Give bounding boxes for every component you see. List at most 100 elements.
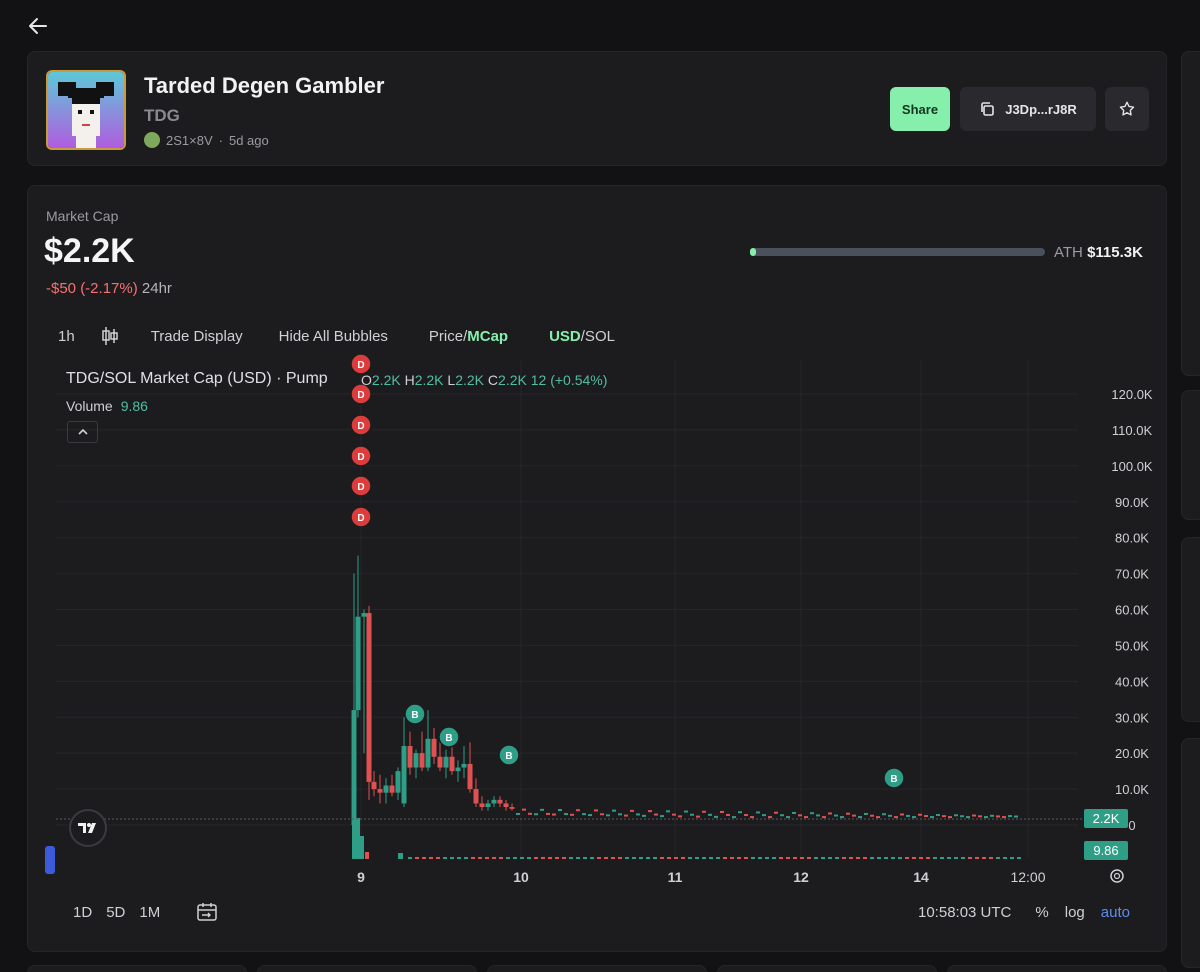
candle-body [672,813,676,816]
range-1d[interactable]: 1D [73,903,93,921]
candle-body [822,816,826,819]
candle-body [858,816,862,819]
volume-bar [415,857,419,859]
settings-icon[interactable] [1110,869,1124,883]
creator-meta: 2S1×8V · 5d ago [144,132,269,148]
volume-bar [835,857,839,859]
ohlc-change: 12 (+0.54%) [530,372,608,388]
auto-toggle[interactable]: auto [1100,904,1130,921]
candle-body [361,613,367,617]
back-arrow-icon[interactable] [26,14,50,38]
candle-body [612,809,616,812]
candle-body [546,812,550,815]
favorite-button[interactable] [1105,87,1149,131]
candle-body [864,812,868,815]
volume-bar [996,857,1000,859]
volume-bar [716,857,720,859]
collapse-legend-button[interactable] [67,421,98,443]
price-mcap-toggle[interactable]: Price/MCap [429,328,508,345]
price-chart[interactable]: 120.0K 110.0K 100.0K 90.0K 80.0K 70.0K 60.0K 50… [28,186,1168,953]
sell-marker-label: D [357,421,364,432]
close-value: 2.2K [498,372,527,388]
candle-body [395,771,401,793]
volume-bar [548,857,552,859]
y-tick-label: 10.0K [1115,782,1149,797]
date-range-icon[interactable] [196,902,218,922]
candle-body [479,803,485,808]
candle-body [588,814,592,817]
low-label: L [447,372,456,388]
volume-bar [471,857,475,859]
low-value: 2.2K [455,372,485,388]
interval-selector[interactable]: 1h [58,327,75,345]
volume-bar [1010,857,1014,859]
y-tick-label: 100.0K [1111,459,1153,474]
candle-body [576,809,580,812]
candle-body [1014,815,1018,818]
candle-body [708,813,712,816]
creator-avatar[interactable] [144,132,160,148]
volume-bar [597,857,601,859]
ath-text: ATH $115.3K [1054,244,1143,261]
volume-bar [562,857,566,859]
separator-dot: · [218,132,223,148]
chart-side-tab[interactable] [45,846,55,874]
volume-bar [800,857,804,859]
candle-body [449,756,455,772]
creator-address[interactable]: 2S1×8V [166,132,213,148]
ath-progress-fill [750,248,756,256]
volume-bar [779,857,783,859]
candle-body [455,767,461,772]
x-tick-label: 11 [668,869,683,885]
chevron-up-icon [77,428,88,435]
trade-display-button[interactable]: Trade Display [150,327,243,345]
candle-body [1008,815,1012,818]
ohlc-legend: O2.2K H2.2K L2.2K C2.2K 12 (+0.54%) [361,372,607,388]
copy-address-button[interactable]: J3Dp...rJ8R [960,87,1096,131]
hide-bubbles-button[interactable]: Hide All Bubbles [278,327,388,345]
candle-body [696,815,700,818]
log-toggle[interactable]: log [1064,904,1085,921]
range-1m[interactable]: 1M [139,903,161,921]
range-5d[interactable]: 5D [106,903,126,921]
volume-bar [436,857,440,859]
candle-body [900,813,904,816]
candle-body [509,807,515,809]
volume-bar [646,857,650,859]
share-button[interactable]: Share [890,87,950,131]
volume-bar [898,857,902,859]
candle-body [355,616,361,711]
buy-marker [498,744,520,766]
volume-bar [1003,857,1007,859]
candle-body [606,814,610,817]
volume-bar [541,857,545,859]
sell-marker-label: D [357,482,364,493]
candle-body [714,815,718,818]
volume-bar [891,857,895,859]
candle-body [846,812,850,815]
currency-toggle[interactable]: USD/SOL [549,328,615,345]
open-label: O [361,372,372,388]
volume-bar [534,857,538,859]
tradingview-logo[interactable] [69,809,107,847]
volume-bar [793,857,797,859]
token-ticker: TDG [144,106,180,125]
volume-bar [695,857,699,859]
volume-bar [464,857,468,859]
volume-bar [751,857,755,859]
candle-body [954,814,958,817]
volume-bar [912,857,916,859]
candlestick-type-icon[interactable] [101,326,119,346]
candle-body [461,763,467,768]
percent-toggle[interactable]: % [1035,904,1049,921]
volume-bar [765,857,769,859]
volume-bar [919,857,923,859]
candle-body [996,815,1000,818]
utc-time[interactable]: 10:58:03 UTC [918,904,1012,921]
candle-body [534,813,538,816]
volume-bar [653,857,657,859]
candle-body [702,810,706,813]
candle-body [654,813,658,816]
volume-bar [457,857,461,859]
volume-bar [478,857,482,859]
